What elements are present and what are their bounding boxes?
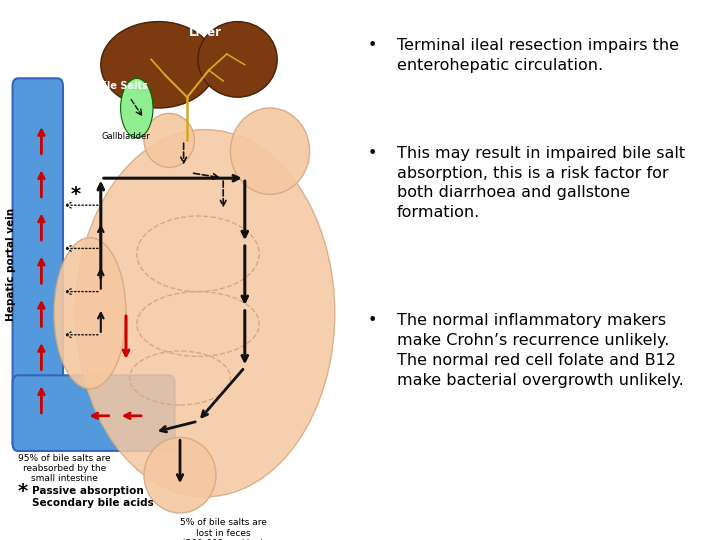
Ellipse shape (121, 78, 153, 138)
Ellipse shape (230, 108, 310, 194)
Text: Liver: Liver (189, 26, 222, 39)
Text: Passive absorption
Secondary bile acids: Passive absorption Secondary bile acids (32, 486, 154, 508)
Text: •: • (367, 38, 377, 53)
Text: *: * (18, 482, 28, 501)
Text: Bile Salts: Bile Salts (96, 82, 148, 91)
Text: •: • (367, 146, 377, 161)
Ellipse shape (144, 113, 194, 167)
Ellipse shape (198, 22, 277, 97)
FancyBboxPatch shape (13, 375, 174, 451)
FancyBboxPatch shape (13, 78, 63, 451)
Text: Hepatic portal vein: Hepatic portal vein (6, 208, 16, 321)
Ellipse shape (54, 238, 126, 389)
Ellipse shape (144, 437, 216, 513)
Text: Gallbladder: Gallbladder (102, 132, 150, 141)
Text: Terminal ileal resection impairs the
enterohepatic circulation.: Terminal ileal resection impairs the ent… (397, 38, 679, 72)
Ellipse shape (76, 130, 335, 497)
Ellipse shape (101, 22, 216, 108)
Text: •: • (367, 313, 377, 328)
Text: 5% of bile salts are
lost in feces
(500-600 mg/day): 5% of bile salts are lost in feces (500-… (180, 518, 266, 540)
Text: *: * (71, 185, 81, 204)
Text: This may result in impaired bile salt
absorption, this is a risk factor for
both: This may result in impaired bile salt ab… (397, 146, 685, 220)
Text: The normal inflammatory makers
make Crohn’s recurrence unlikely.
The normal red : The normal inflammatory makers make Croh… (397, 313, 683, 388)
Text: 95% of bile salts are
reabsorbed by the
small intestine: 95% of bile salts are reabsorbed by the … (19, 454, 111, 483)
